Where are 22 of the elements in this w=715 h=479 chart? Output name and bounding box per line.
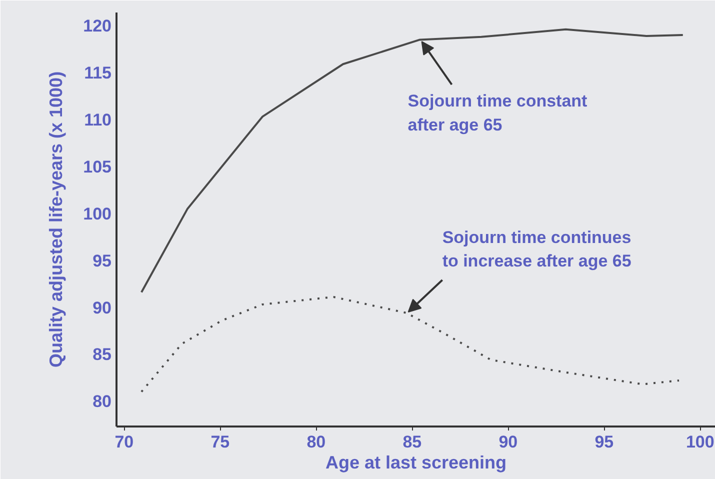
annotation: Sojourn time continues to increase after age 65 — [442, 228, 632, 271]
x-axis-title: Age at last screening — [325, 452, 507, 472]
y-tick-label: 100 — [83, 204, 112, 224]
y-tick-label: 105 — [83, 157, 112, 176]
y-tick-label: 80 — [92, 392, 112, 412]
y-tick-label: 85 — [92, 345, 112, 364]
annotation: Sojourn time constant after age 65 — [408, 92, 588, 134]
x-tick-label: 80 — [306, 432, 326, 452]
x-tick-label: 85 — [402, 432, 422, 452]
y-axis-title: Quality adjusted life-years (x 1000) — [46, 71, 66, 368]
y-tick-label: 120 — [83, 16, 112, 36]
x-tick-label: 70 — [114, 432, 134, 452]
y-tick-label: 115 — [84, 64, 112, 83]
line-series — [140, 28, 684, 294]
x-tick-label: 95 — [594, 432, 614, 452]
x-tick-label: 75 — [210, 432, 230, 452]
x-tick-label: 100 — [686, 432, 714, 452]
line-series — [140, 296, 680, 393]
y-tick-label: 90 — [92, 298, 112, 318]
y-tick-label: 110 — [84, 110, 112, 130]
y-tick-label: 95 — [92, 251, 112, 270]
x-tick-label: 90 — [498, 432, 518, 452]
